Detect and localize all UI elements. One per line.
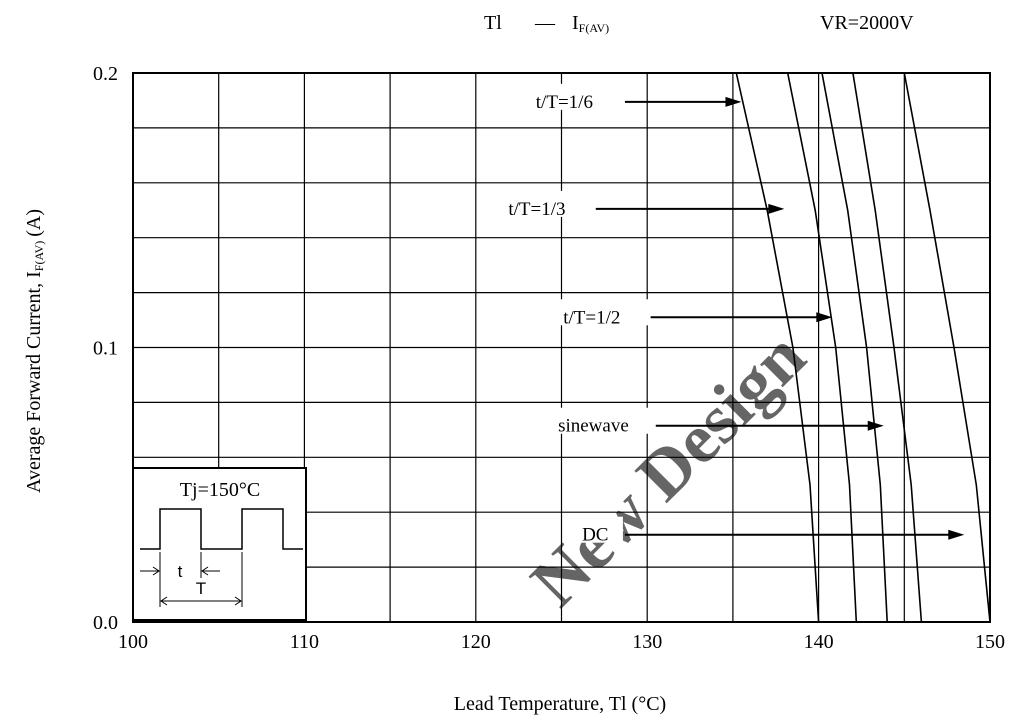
series-label: t/T=1/2 — [563, 307, 620, 328]
y-tick-label: 0.1 — [93, 338, 118, 360]
y-tick-label: 0.2 — [93, 63, 118, 85]
series-curve-sinewave — [852, 72, 923, 623]
x-tick-label: 130 — [632, 631, 662, 653]
series-label-arrowhead — [816, 312, 833, 323]
x-tick-label: 140 — [804, 631, 834, 653]
y-tick-label: 0.0 — [93, 612, 118, 634]
x-tick-label: 110 — [290, 631, 319, 653]
title-current-symbol: I — [572, 12, 579, 34]
inset-waveform-box: Tj=150°C t T — [132, 467, 307, 621]
series-curve-t-t-1-3 — [786, 72, 858, 623]
y-axis-label-main: Average Forward Current, I — [23, 271, 45, 493]
inset-tj-label: Tj=150°C — [180, 479, 260, 501]
y-axis-label-unit: (A) — [23, 209, 45, 237]
series-label-bg — [552, 407, 654, 434]
series-label: t/T=1/3 — [508, 199, 565, 220]
curves — [735, 72, 991, 623]
condition-label: VR=2000V — [820, 12, 914, 34]
series-curve-dc — [903, 72, 991, 623]
series-label-arrowhead — [725, 96, 742, 107]
series-label-bg — [576, 516, 623, 543]
series-curve-t-t-1-2 — [821, 72, 888, 623]
series-label-arrowhead — [948, 529, 965, 540]
inset-pulse-waveform — [140, 508, 303, 550]
series-labels: t/T=1/6 t/T=1/3 t/T=1/2 sinewave DC — [502, 83, 965, 546]
title-dash: — — [534, 12, 556, 34]
y-axis-label: Average Forward Current, IF(AV) (A) — [23, 209, 46, 493]
series-label: DC — [582, 525, 608, 546]
x-tick-label: 150 — [975, 631, 1005, 653]
ticks: 100 110 120 130 140 150 0.0 0.1 0.2 — [93, 63, 1005, 653]
series-label-arrowhead — [768, 203, 785, 214]
series-label-bg — [502, 190, 594, 217]
inset-T-label: T — [196, 579, 206, 598]
title-current: IF(AV) — [572, 12, 609, 35]
series-label: sinewave — [558, 416, 629, 437]
x-axis-label: Lead Temperature, Tl (°C) — [454, 693, 666, 715]
series-label-bg — [529, 83, 623, 110]
x-tick-label: 120 — [461, 631, 491, 653]
series-label: t/T=1/6 — [536, 92, 593, 113]
title-current-subscript: F(AV) — [579, 21, 609, 35]
inset-t-label: t — [178, 562, 183, 581]
title-main: Tl — [484, 12, 502, 34]
watermark: New Design — [517, 318, 820, 621]
y-axis-label-sub: F(AV) — [32, 241, 46, 271]
series-curve-t-t-1-6 — [735, 72, 820, 623]
x-tick-label: 100 — [118, 631, 148, 653]
series-label-arrowhead — [867, 420, 884, 431]
series-label-bg — [557, 299, 649, 326]
